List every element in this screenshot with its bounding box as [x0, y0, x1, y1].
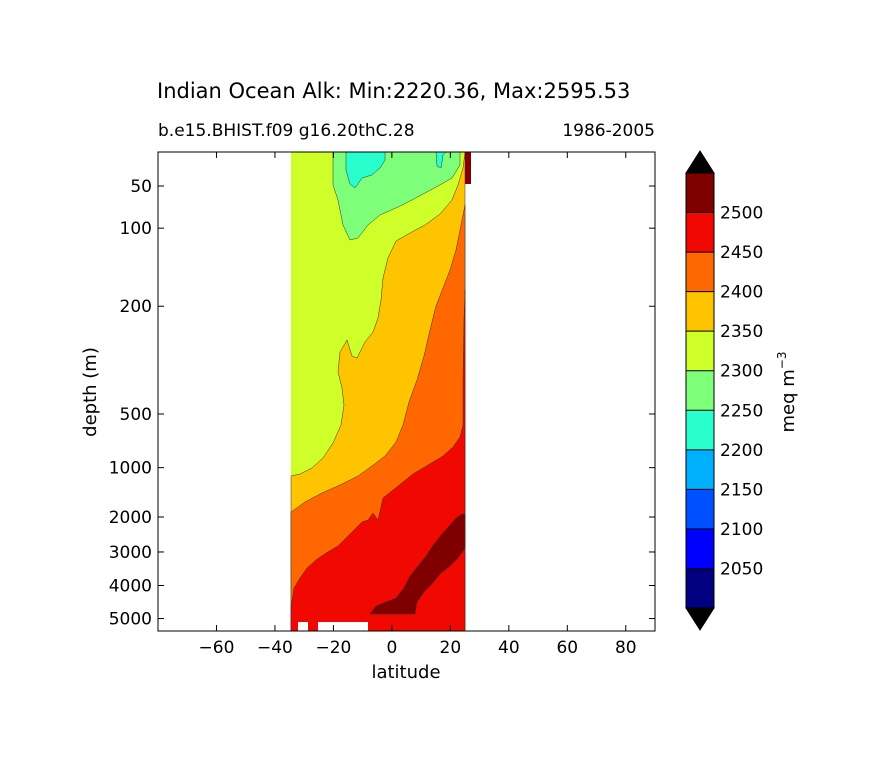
chart-title: Indian Ocean Alk: Min:2220.36, Max:2595.…: [157, 79, 630, 103]
colorbar-segment: [686, 173, 714, 213]
colorbar-tick-label: 2500: [720, 204, 763, 224]
colorbar-extend-top: [685, 150, 715, 174]
y-tick-label: 500: [120, 405, 152, 425]
y-axis-label: depth (m): [80, 347, 101, 437]
x-tick-label: 60: [556, 638, 578, 658]
colorbar-tick-label: 2050: [720, 559, 763, 579]
colorbar-segment: [686, 449, 714, 490]
colorbar-segment: [686, 568, 714, 609]
colorbar-label: meq m−3: [775, 352, 799, 433]
colorbar-tick-label: 2150: [720, 480, 763, 500]
colorbar-segment: [686, 528, 714, 569]
y-tick-label: 100: [120, 219, 152, 239]
region-2200-2250-patch: [435, 152, 447, 169]
colorbar-extend-bottom: [685, 607, 715, 631]
plot-area: −60 −40 −20 0 20 40 60 80 50 100 200 500 1000 2000 30…: [109, 151, 656, 658]
colorbar-frame: [685, 172, 715, 609]
colorbar: 2050 2100 2150 2200 2250 2300 2350 2400 2450 2500: [685, 150, 763, 631]
colorbar-segment: [686, 212, 714, 253]
plot-frame: [157, 151, 656, 632]
colorbar-label-unit: meq m: [778, 369, 799, 432]
chart-subtitle-right: 1986-2005: [562, 121, 655, 141]
y-axis: 50 100 200 500 1000 2000 3000 4000 5000: [109, 177, 655, 630]
region-2500-2550-top: [465, 152, 471, 184]
x-tick-label: −40: [257, 638, 293, 658]
y-tick-label: 3000: [109, 543, 152, 563]
colorbar-segment: [686, 291, 714, 332]
region-2500-2550: [369, 513, 466, 615]
colorbar-label-exponent: −3: [775, 352, 789, 370]
x-tick-label: 0: [386, 638, 397, 658]
x-tick-label: −20: [315, 638, 351, 658]
y-tick-label: 5000: [109, 610, 152, 630]
land-cell-2: [318, 622, 368, 631]
x-tick-label: 80: [615, 638, 637, 658]
colorbar-segment: [686, 410, 714, 451]
x-tick-label: 20: [440, 638, 462, 658]
x-tick-label: −60: [199, 638, 235, 658]
colorbar-segment: [686, 370, 714, 411]
colorbar-segment: [686, 331, 714, 372]
colorbar-tick-label: 2400: [720, 283, 763, 303]
colorbar-tick-label: 2450: [720, 243, 763, 263]
colorbar-tick-label: 2300: [720, 362, 763, 382]
y-tick-label: 50: [130, 177, 152, 197]
colorbar-segment: [686, 252, 714, 292]
land-cell-1: [298, 622, 308, 631]
x-tick-label: 40: [498, 638, 520, 658]
colorbar-tick-label: 2100: [720, 520, 763, 540]
y-tick-label: 200: [120, 297, 152, 317]
colorbar-tick-label: 2350: [720, 322, 763, 342]
colorbar-segment: [686, 489, 714, 530]
region-2450-2500: [290, 289, 466, 631]
y-tick-label: 4000: [109, 576, 152, 596]
chart-subtitle-left: b.e15.BHIST.f09 g16.20thC.28: [158, 121, 415, 141]
y-tick-label: 2000: [109, 508, 152, 528]
x-axis-label: latitude: [371, 662, 440, 683]
contour-fill: [290, 152, 471, 631]
colorbar-tick-label: 2200: [720, 441, 763, 461]
x-axis: −60 −40 −20 0 20 40 60 80: [199, 152, 637, 658]
region-2200-2250: [345, 152, 386, 189]
y-tick-label: 1000: [109, 459, 152, 479]
colorbar-tick-label: 2250: [720, 401, 763, 421]
